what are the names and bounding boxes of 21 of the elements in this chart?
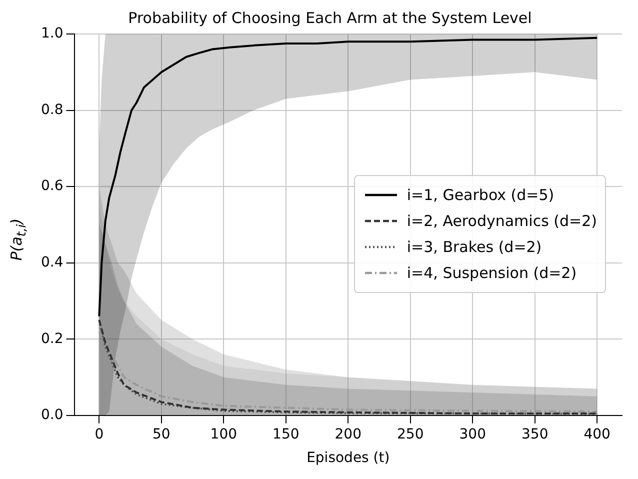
y-tick-label: 0.0 bbox=[41, 407, 64, 424]
legend-label: i=4, Suspension (d=2) bbox=[406, 262, 577, 284]
legend-label: i=1, Gearbox (d=5) bbox=[406, 184, 554, 206]
chart-title: Probability of Choosing Each Arm at the System Level bbox=[128, 8, 532, 27]
x-tick-label: 300 bbox=[459, 426, 486, 442]
y-tick-label: 0.2 bbox=[41, 330, 64, 347]
x-tick-label: 0 bbox=[94, 426, 104, 442]
x-tick-label: 200 bbox=[334, 426, 362, 442]
legend-label: i=2, Aerodynamics (d=2) bbox=[406, 210, 597, 232]
x-tick-label: 250 bbox=[397, 426, 424, 442]
x-tick-label: 150 bbox=[272, 426, 300, 442]
x-tick-label: 350 bbox=[521, 426, 548, 442]
y-tick-label: 0.6 bbox=[41, 178, 64, 194]
x-axis-title: Episodes (t) bbox=[306, 450, 390, 466]
x-tick-label: 400 bbox=[584, 426, 610, 442]
legend-label: i=3, Brakes (d=2) bbox=[406, 236, 542, 258]
x-tick-label: 50 bbox=[152, 426, 170, 442]
y-tick-label: 0.4 bbox=[41, 254, 64, 270]
y-tick-label: 0.8 bbox=[41, 102, 64, 118]
y-tick-label: 1.0 bbox=[41, 26, 64, 42]
x-tick-label: 100 bbox=[210, 426, 238, 442]
